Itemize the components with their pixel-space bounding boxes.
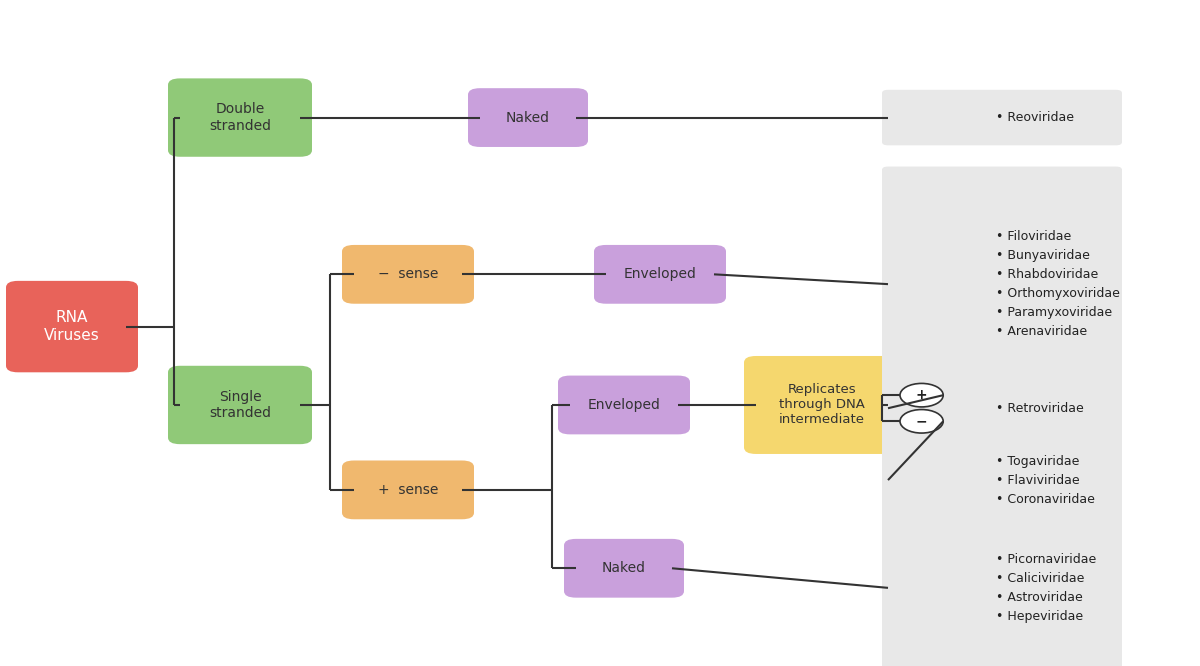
FancyBboxPatch shape: [882, 166, 1122, 402]
Text: • Togaviridae
• Flaviviridae
• Coronaviridae: • Togaviridae • Flaviviridae • Coronavir…: [996, 455, 1094, 505]
FancyBboxPatch shape: [744, 356, 900, 454]
FancyBboxPatch shape: [558, 376, 690, 434]
FancyBboxPatch shape: [594, 245, 726, 304]
Text: Naked: Naked: [602, 561, 646, 575]
FancyBboxPatch shape: [882, 416, 1122, 543]
FancyBboxPatch shape: [468, 88, 588, 147]
Text: +: +: [916, 388, 928, 402]
FancyBboxPatch shape: [882, 380, 1122, 436]
Text: • Picornaviridae
• Caliciviridae
• Astroviridae
• Hepeviridae: • Picornaviridae • Caliciviridae • Astro…: [996, 553, 1097, 623]
Text: Naked: Naked: [506, 111, 550, 125]
FancyBboxPatch shape: [168, 79, 312, 157]
Text: Replicates
through DNA
intermediate: Replicates through DNA intermediate: [779, 384, 865, 426]
Text: −  sense: − sense: [378, 267, 438, 281]
Text: Double
stranded: Double stranded: [209, 103, 271, 133]
FancyBboxPatch shape: [882, 90, 1122, 145]
Text: • Reoviridae: • Reoviridae: [996, 111, 1074, 124]
FancyBboxPatch shape: [342, 460, 474, 519]
Text: Single
stranded: Single stranded: [209, 390, 271, 420]
FancyBboxPatch shape: [6, 281, 138, 372]
Circle shape: [900, 410, 943, 433]
Text: RNA
Viruses: RNA Viruses: [44, 310, 100, 343]
Text: +  sense: + sense: [378, 483, 438, 497]
Circle shape: [900, 384, 943, 407]
FancyBboxPatch shape: [882, 506, 1122, 666]
Text: • Filoviridae
• Bunyaviridae
• Rhabdoviridae
• Orthomyxoviridae
• Paramyxovirida: • Filoviridae • Bunyaviridae • Rhabdovir…: [996, 230, 1120, 338]
Text: −: −: [916, 414, 928, 428]
Text: Enveloped: Enveloped: [624, 267, 696, 281]
FancyBboxPatch shape: [564, 539, 684, 597]
FancyBboxPatch shape: [342, 245, 474, 304]
Text: Enveloped: Enveloped: [588, 398, 660, 412]
FancyBboxPatch shape: [168, 366, 312, 444]
Text: • Retroviridae: • Retroviridae: [996, 402, 1084, 415]
